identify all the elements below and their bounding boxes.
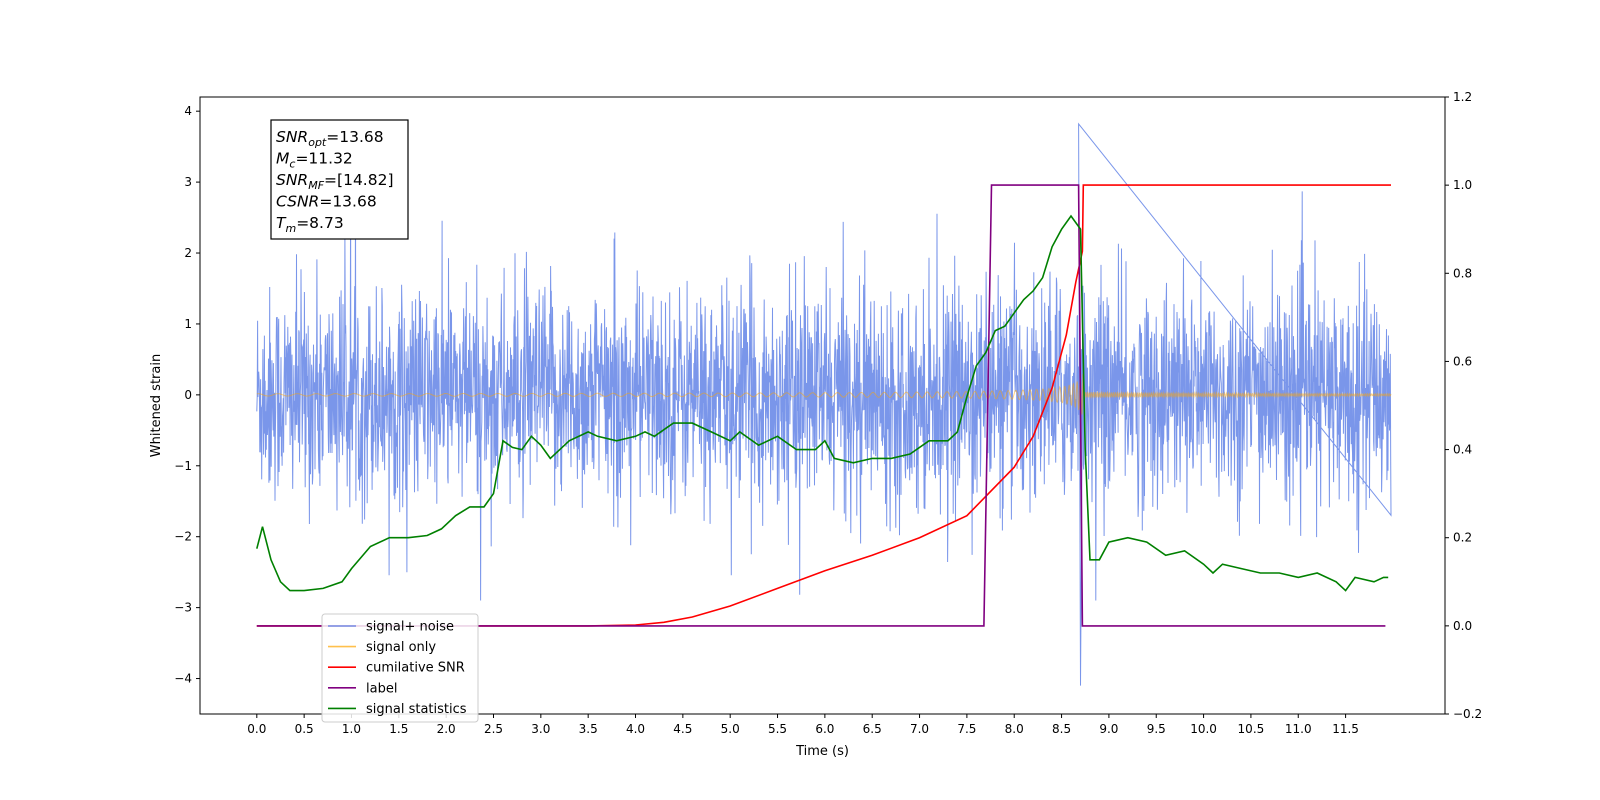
x-tick-label: 9.5 <box>1147 722 1166 736</box>
x-tick-label: 6.5 <box>863 722 882 736</box>
y-tick-label-right: 1.0 <box>1453 178 1472 192</box>
y-tick-label-left: −3 <box>174 601 192 615</box>
x-tick-label: 6.0 <box>815 722 834 736</box>
x-tick-label: 1.5 <box>389 722 408 736</box>
x-tick-label: 9.0 <box>1099 722 1118 736</box>
annotation-line: SNRMF=[14.82] <box>276 171 394 192</box>
y-tick-label-left: −1 <box>174 459 192 473</box>
annotation-box: SNRopt=13.68Mc=11.32SNRMF=[14.82]CSNR=13… <box>270 119 409 240</box>
x-tick-label: 3.5 <box>579 722 598 736</box>
legend-frame <box>321 613 479 723</box>
x-tick-label: 11.5 <box>1332 722 1359 736</box>
x-tick-label: 10.0 <box>1190 722 1217 736</box>
x-axis: 0.0 0.5 1.0 1.5 2.0 2.5 3.0 3.5 4.0 4.5 5.0 5.5 6.0 6… <box>247 714 1359 736</box>
x-axis-label: Time (s) <box>795 744 849 759</box>
annotation-line: SNRopt=13.68 <box>276 128 384 149</box>
series-lines <box>256 184 1391 627</box>
x-tick-label: 8.0 <box>1005 722 1024 736</box>
series-line-label <box>256 184 1386 627</box>
y-tick-label-right: 1.2 <box>1453 90 1472 104</box>
legend-label: cumilative SNR <box>366 661 465 676</box>
series-line <box>256 373 1392 415</box>
legend-label: signal+ noise <box>366 620 454 635</box>
plot-area <box>199 96 1446 715</box>
y-axis-label: Whitened strain <box>149 354 164 457</box>
annotation-line: Tm=8.73 <box>276 214 344 235</box>
y-tick-label-left: 1 <box>184 317 192 331</box>
y-tick-label-right: 0.0 <box>1453 619 1472 633</box>
x-tick-label: 7.0 <box>910 722 929 736</box>
y-tick-label-right: 0.6 <box>1453 354 1472 368</box>
series-signal-only <box>256 373 1392 415</box>
annotation-line: Mc=11.32 <box>276 150 353 171</box>
y-axis-right: 1.2 1.0 0.8 0.6 0.4 0.2 0.0 −0.2 <box>1445 90 1482 721</box>
x-tick-label: 5.5 <box>768 722 787 736</box>
y-tick-label-left: 4 <box>184 104 192 118</box>
x-tick-label: 10.5 <box>1238 722 1265 736</box>
y-tick-label-left: 0 <box>184 388 192 402</box>
series-line-cumilative-SNR <box>256 184 1391 627</box>
x-tick-label: 11.0 <box>1285 722 1312 736</box>
y-tick-label-left: 3 <box>184 175 192 189</box>
x-tick-label: 3.0 <box>531 722 550 736</box>
y-tick-label-right: 0.8 <box>1453 266 1472 280</box>
x-tick-label: 2.0 <box>437 722 456 736</box>
y-tick-label-left: 2 <box>184 246 192 260</box>
x-tick-label: 0.0 <box>247 722 266 736</box>
x-tick-label: 4.0 <box>626 722 645 736</box>
legend: signal+ noise signal only cumilative SNR la… <box>321 613 479 723</box>
x-tick-label: 2.5 <box>484 722 503 736</box>
y-tick-label-left: −2 <box>174 530 192 544</box>
y-tick-label-left: −4 <box>174 672 192 686</box>
annotation-line: CSNR=13.68 <box>276 193 377 211</box>
legend-label: label <box>366 681 397 696</box>
series-line <box>256 122 1392 686</box>
x-tick-label: 4.5 <box>673 722 692 736</box>
plot-frame <box>199 96 1446 715</box>
series-line-signal-statistics <box>256 214 1389 592</box>
x-tick-label: 0.5 <box>295 722 314 736</box>
x-tick-label: 8.5 <box>1052 722 1071 736</box>
y-tick-label-right: 0.4 <box>1453 443 1472 457</box>
legend-label: signal statistics <box>366 702 467 717</box>
x-tick-label: 7.5 <box>957 722 976 736</box>
y-axis-left: 4 3 2 1 0 −1 −2 −3 −4 <box>174 104 200 686</box>
x-tick-label: 5.0 <box>721 722 740 736</box>
series-signal-noise <box>256 122 1392 686</box>
y-tick-label-right: −0.2 <box>1453 707 1482 721</box>
legend-label: signal only <box>366 640 436 655</box>
y-tick-label-right: 0.2 <box>1453 531 1472 545</box>
annotation-frame <box>270 119 409 240</box>
x-tick-label: 1.0 <box>342 722 361 736</box>
